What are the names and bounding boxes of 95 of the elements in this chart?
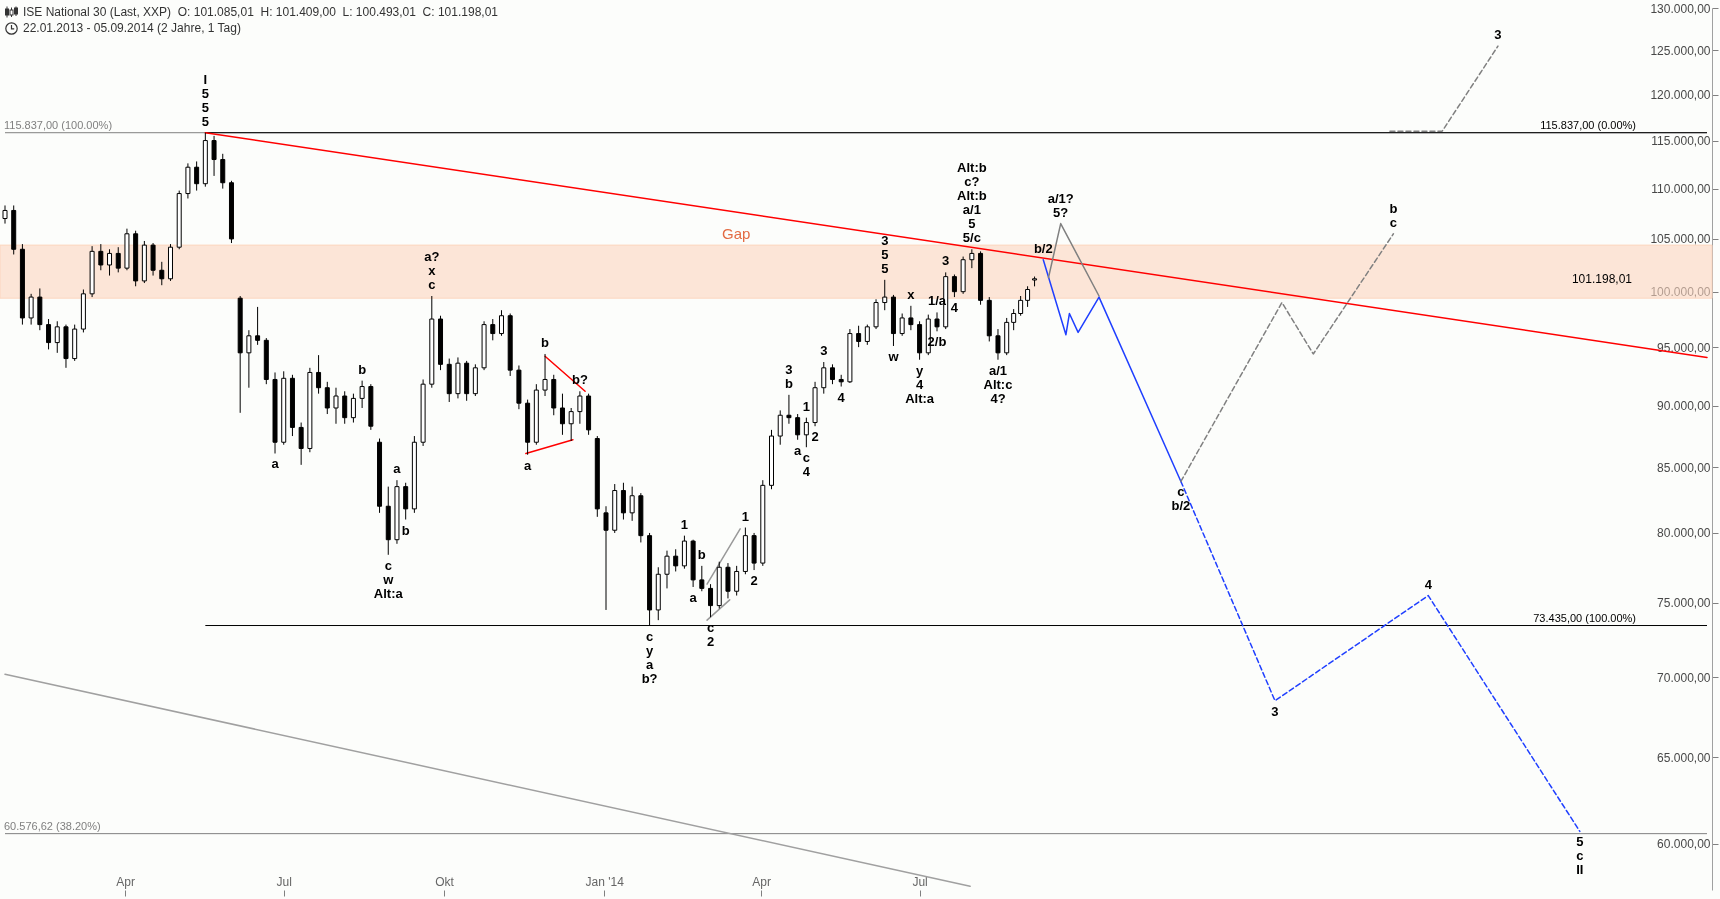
annotation: 1	[680, 516, 689, 532]
annotation: 5	[968, 216, 976, 232]
annotation: a/1	[988, 362, 1008, 378]
annotation: a	[271, 456, 280, 472]
y-tick-label: 75.000,00	[1657, 596, 1711, 611]
annotation: c	[1576, 848, 1584, 864]
text: 22.01.2013 - 05.09.2014 (2 Jahre, 1 Tag)	[23, 21, 241, 35]
annotation: 5?	[1053, 204, 1069, 220]
annotation: 1	[741, 508, 749, 524]
y-tick-label: 90.000,00	[1657, 399, 1711, 414]
annotation: 5	[201, 99, 209, 115]
annotation: b?	[641, 670, 658, 686]
annotation: x	[907, 286, 916, 302]
annotation: c	[428, 277, 436, 293]
annotation: w	[382, 571, 395, 587]
annotation: c	[645, 628, 654, 644]
annotation: 5	[201, 85, 209, 101]
annotation: Alt:c	[983, 376, 1013, 392]
annotation: a/1?	[1047, 190, 1074, 206]
ref-line-label: 115.837,00 (0.00%)	[1540, 118, 1636, 131]
x-tick-label: Okt	[435, 874, 455, 889]
y-tick-label: 60.000,00	[1657, 837, 1711, 852]
ref-line-label: 60.576,62 (38.20%)	[4, 819, 101, 832]
y-tick-label: 120.000,00	[1650, 88, 1711, 103]
y-tick-label: 110.000,00	[1651, 182, 1711, 197]
ref-line-label: 73.435,00 (100.00%)	[1533, 611, 1636, 624]
annotation: II	[1576, 862, 1584, 878]
annotation: b/2	[1033, 240, 1053, 256]
annotation: 3	[1271, 703, 1279, 719]
annotation: I	[203, 71, 208, 87]
annotation: 5	[881, 246, 889, 262]
annotation: x	[428, 263, 437, 279]
annotation: 1	[802, 398, 810, 414]
annotation: 5/c	[962, 230, 981, 246]
annotation: 3	[820, 343, 828, 359]
annotation: 2	[706, 634, 715, 650]
annotation: 2	[811, 429, 819, 445]
annotation: c	[802, 450, 810, 466]
y-tick-label: 100.000,00	[1650, 285, 1711, 300]
annotation: 3	[881, 232, 889, 248]
annotation: b	[784, 375, 793, 391]
y-tick-label: 80.000,00	[1657, 526, 1711, 541]
annotation: Alt:b	[957, 160, 987, 176]
y-tick-label: 85.000,00	[1657, 460, 1711, 475]
annotation: 101.198,01	[1571, 271, 1633, 286]
annotation: c	[384, 557, 392, 573]
y-tick-label: 125.000,00	[1650, 43, 1711, 58]
annotation: 2	[750, 573, 758, 589]
x-tick-label: Apr	[752, 874, 771, 889]
ref-line-label: 115.837,00 (100.00%)	[4, 118, 113, 131]
annotation: 3	[942, 253, 950, 269]
annotation: 5	[1576, 834, 1584, 850]
annotation: a	[524, 457, 532, 473]
annotation: Alt:b	[957, 188, 987, 204]
annotation: c?	[964, 174, 980, 190]
y-tick-label: 70.000,00	[1657, 670, 1711, 685]
annotation: 4	[802, 464, 811, 480]
x-tick-label: Jul	[276, 874, 292, 889]
annotation: a	[393, 461, 402, 477]
y-tick-label: 115.000,00	[1651, 134, 1711, 149]
annotation: 4?	[990, 390, 1006, 406]
annotation: b	[697, 546, 706, 562]
annotation: b	[1389, 200, 1398, 216]
annotation: a	[689, 589, 698, 605]
annotation: a?	[424, 249, 440, 265]
annotation: b?	[571, 372, 588, 388]
annotation: w	[887, 348, 900, 364]
y-tick-label: 105.000,00	[1650, 232, 1711, 247]
annotation: 4	[1424, 576, 1433, 592]
annotation: y	[915, 362, 924, 378]
annotation: 3	[1494, 27, 1502, 43]
x-tick-label: Jan '14	[585, 874, 625, 889]
annotation: 3	[785, 361, 793, 377]
annotation: c	[1389, 214, 1398, 230]
annotation: b	[541, 334, 550, 350]
annotation: b	[358, 361, 367, 377]
annotation: 4	[950, 300, 959, 316]
annotation: a	[794, 442, 803, 458]
annotation: Alt:a	[905, 390, 935, 406]
annotation: Alt:a	[373, 585, 404, 601]
annotation: y	[645, 642, 654, 658]
annotation: a/1	[962, 202, 981, 218]
x-tick-label: Apr	[116, 874, 136, 889]
y-tick-label: 65.000,00	[1657, 750, 1711, 765]
annotation: 4	[837, 389, 846, 405]
annotation: 5	[881, 260, 889, 276]
y-tick-label: 130.000,00	[1650, 1, 1711, 16]
annotation: 5	[201, 113, 209, 129]
band-label: Gap	[721, 225, 751, 243]
y-tick-label: 95.000,00	[1657, 340, 1711, 355]
annotation: c	[1177, 484, 1185, 500]
x-tick-label: Jul	[912, 874, 928, 889]
annotation: b	[401, 522, 410, 538]
chart-title: ISE National 30 (Last, XXP) O: 101.085,01 H: 101.409,00 L: 100.493,01 C: 101.198,01	[23, 5, 498, 19]
annotation: b/2	[1171, 498, 1191, 514]
